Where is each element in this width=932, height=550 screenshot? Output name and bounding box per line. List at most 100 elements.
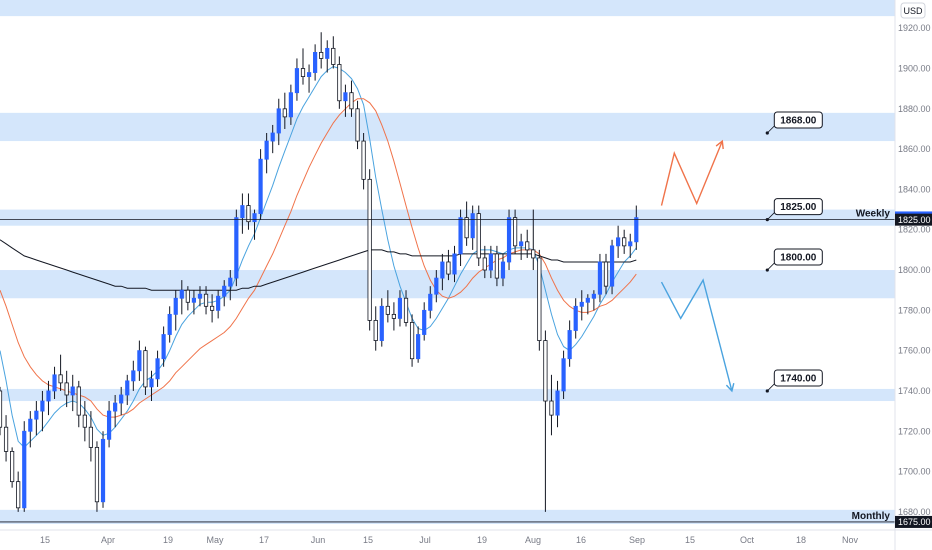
candle-down [464,201,469,246]
candle-up [628,233,633,258]
candle-up [113,394,118,428]
candle-up [276,98,281,146]
label-1868[interactable]: 1868.00 [765,111,823,135]
x-tick-label: Aug [525,535,541,545]
label-1800[interactable]: 1800.00 [765,248,823,272]
monthly-line-label: Monthly [852,511,891,522]
candle-body [634,217,639,243]
candle-up [131,360,136,391]
candle-up [519,233,524,260]
candle-down [246,193,251,230]
candle-body [319,51,324,59]
candle-up [306,64,312,93]
candle-down [361,133,366,190]
candle-up [422,302,427,341]
candle-body [585,297,590,303]
candle-up [591,290,596,311]
candle-body [397,297,403,319]
candle-body [216,295,221,311]
candle-up [252,209,257,240]
candle-up [597,253,603,303]
candle-up [258,149,263,220]
candle-body [258,158,263,215]
candle-down [482,245,487,279]
candle-up [119,386,124,416]
x-tick-label: 15 [685,535,695,545]
candle-body [452,253,457,275]
y-tick-label: 1720.00 [898,426,931,436]
candle-down [64,370,69,408]
candle-down [391,302,397,331]
price-axis[interactable]: 1680.00 1700.00 1720.00 1740.00 1760.00 1780.… [898,23,931,517]
candle-up [222,280,227,307]
candle-up [416,326,421,363]
candle-up [609,239,615,295]
candle-down [537,249,542,351]
candle-body [197,293,203,299]
y-tick-label: 1700.00 [898,467,931,477]
callout-text: 1800.00 [780,253,817,264]
x-tick-label: Sep [629,535,645,545]
candle-up [325,40,330,73]
bullish-projection-arrow [660,140,723,206]
x-tick-label: May [206,535,224,545]
horizontal-lines-layer: Weekly Monthly [0,209,895,523]
candle-up [167,306,172,343]
candle-up [40,390,45,432]
candle-up [294,58,300,101]
candle-up [137,340,142,381]
currency-label: USD [903,6,923,16]
zone-1868 [0,112,895,142]
zone-monthly [0,509,895,524]
candle-body [525,241,530,251]
x-tick-label: Apr [101,535,115,545]
label-1825[interactable]: 1825.00 [765,198,823,222]
candle-body [494,253,500,279]
time-axis[interactable]: 15 Apr 19 May 17 Jun 15 Jul 19 Aug 16 Sep 15 Oct 18 Nov [40,535,859,545]
candle-body [434,277,439,295]
candle-down [543,330,548,512]
candle-up [579,290,584,321]
candle-body [537,257,542,341]
candle-body [88,426,93,448]
candle-body [167,313,172,335]
candle-up [313,44,318,81]
candle-body [282,108,287,118]
candle-body [597,261,603,295]
candle-down [10,447,15,488]
candle-down [3,415,9,462]
candle-up [452,245,457,283]
weekly-price-tag: 1825.00 [895,213,932,226]
candle-up [288,84,293,125]
candle-body [234,217,239,279]
zone-1800 [0,270,895,299]
x-tick-label: Jun [311,535,326,545]
candle-up [397,290,403,327]
x-tick-label: Nov [842,535,859,545]
candle-body [513,217,518,247]
label-1740[interactable]: 1740.00 [765,369,823,393]
candle-up [197,286,203,307]
candle-up [488,245,493,279]
candle-down [403,290,409,327]
candle-down [88,411,93,462]
candle-body [40,400,45,412]
candle-up [155,350,160,387]
candle-body [543,340,548,402]
price-tag-box [895,213,932,226]
y-tick-label: 1760.00 [898,346,931,356]
candle-up [191,290,197,315]
candle-up [264,133,269,174]
candle-body [561,358,566,392]
candle-down [513,209,518,254]
candle-body [300,68,306,77]
candle-body [306,72,312,77]
candle-up [46,380,51,416]
callout-box [773,111,823,129]
candle-body [94,446,100,503]
candle-body [385,305,390,315]
candle-body [603,261,609,287]
currency-button[interactable]: USD [900,2,926,19]
candle-body [409,322,415,360]
